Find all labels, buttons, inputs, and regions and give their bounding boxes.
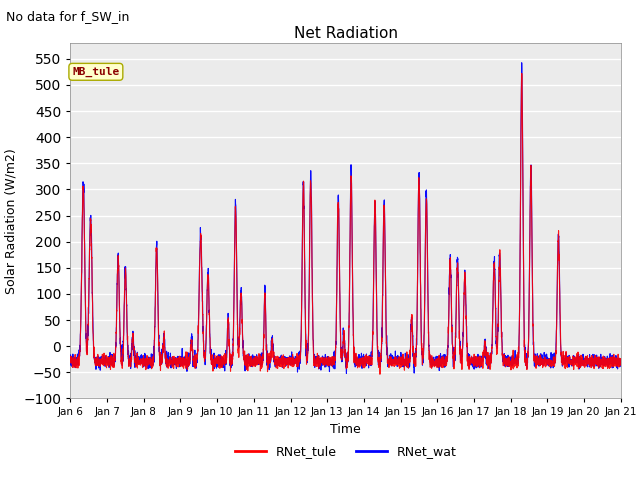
Text: No data for f_SW_in: No data for f_SW_in	[6, 10, 130, 23]
Legend: RNet_tule, RNet_wat: RNet_tule, RNet_wat	[230, 440, 461, 463]
Title: Net Radiation: Net Radiation	[294, 25, 397, 41]
X-axis label: Time: Time	[330, 423, 361, 436]
Text: MB_tule: MB_tule	[72, 67, 120, 77]
Y-axis label: Solar Radiation (W/m2): Solar Radiation (W/m2)	[5, 148, 18, 294]
